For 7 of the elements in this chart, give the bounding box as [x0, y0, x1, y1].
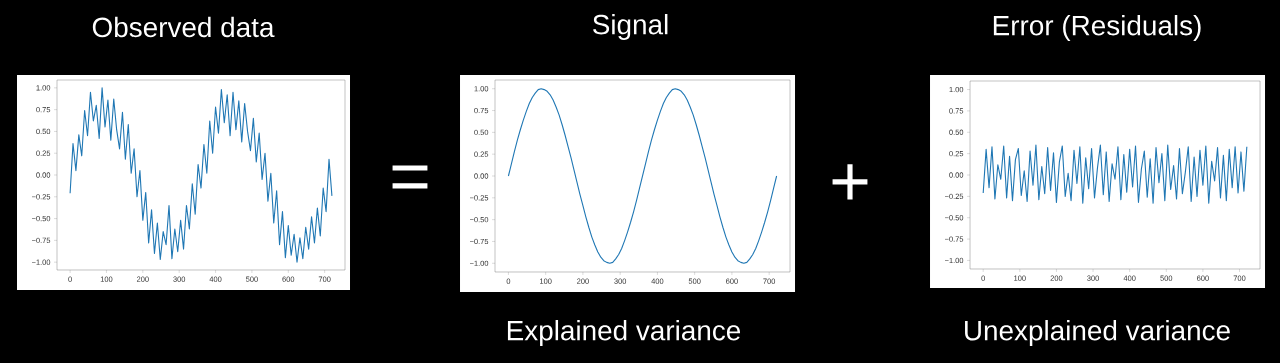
chart-title: Observed data: [92, 16, 275, 38]
chart-title: Error (Residuals): [993, 15, 1201, 41]
text: Unexplained variance: [965, 320, 1230, 346]
text: =: [392, 165, 428, 189]
chart-title: Signal: [593, 14, 668, 40]
text: Explained variance: [507, 320, 741, 346]
text: +: [832, 164, 868, 200]
